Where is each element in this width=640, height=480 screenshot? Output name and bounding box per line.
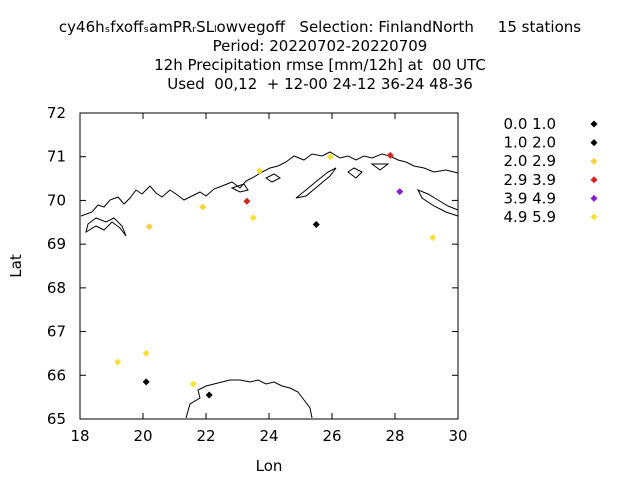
- legend-marker: [590, 213, 598, 221]
- legend-label: 2.0 2.9: [504, 152, 556, 170]
- y-axis-label: Lat: [7, 254, 25, 278]
- station-point: [243, 197, 251, 205]
- station-point: [199, 203, 207, 211]
- legend-marker: [590, 176, 598, 184]
- station-point: [396, 188, 404, 196]
- station-point: [142, 378, 150, 386]
- coastline-islands: [230, 163, 390, 193]
- x-tick-label: 18: [70, 427, 89, 445]
- legend-marker: [590, 194, 598, 202]
- station-point: [312, 220, 320, 228]
- coastline-map: [80, 151, 459, 419]
- plot-axes: 18 20 22 24 26 28 30 65 66 67 68 69 70 71 72 Lon Lat: [7, 104, 468, 475]
- station-point: [114, 358, 122, 366]
- legend-label: 1.0 2.0: [504, 134, 556, 152]
- station-point: [326, 153, 334, 161]
- x-axis-label: Lon: [256, 457, 283, 475]
- y-tick-label: 70: [47, 191, 66, 209]
- legend-label: 3.9 4.9: [504, 189, 556, 207]
- station-points: [114, 151, 437, 399]
- chart-title-line-4: Used 00,12 + 12-00 24-12 36-24 48-36: [167, 75, 473, 93]
- x-tick-label: 28: [385, 427, 404, 445]
- y-tick-label: 67: [47, 323, 66, 341]
- x-tick-label: 24: [259, 427, 278, 445]
- y-tick-label: 66: [47, 366, 66, 384]
- chart-title-line-3: 12h Precipitation rmse [mm/12h] at 00 UT…: [154, 56, 486, 74]
- coastline-north: [80, 151, 459, 217]
- station-point: [142, 349, 150, 357]
- station-point: [256, 167, 264, 175]
- chart-title-line-1: cy46hₛfxoffₛamPRᵣSLₗowvegoff Selection: …: [58, 18, 582, 36]
- y-tick-label: 72: [47, 104, 66, 122]
- coastline-fjords: [85, 217, 127, 237]
- x-tick-label: 26: [322, 427, 341, 445]
- coastline-varanger: [416, 189, 459, 217]
- y-tick-label: 68: [47, 279, 66, 297]
- legend-label: 2.9 3.9: [504, 171, 556, 189]
- x-tick-label: 20: [133, 427, 152, 445]
- station-point: [386, 151, 394, 159]
- station-point: [429, 234, 437, 242]
- y-tick-label: 71: [47, 148, 66, 166]
- chart-title-line-2: Period: 20220702-20220709: [212, 37, 428, 55]
- plot-frame: [79, 112, 459, 420]
- x-tick-label: 22: [196, 427, 215, 445]
- legend-marker: [590, 157, 598, 165]
- station-point: [205, 391, 213, 399]
- station-point: [249, 214, 257, 222]
- station-point: [189, 380, 197, 388]
- coastline-bay: [295, 167, 337, 199]
- legend: 0.0 1.01.0 2.02.0 2.92.9 3.93.9 4.94.9 5…: [504, 115, 598, 226]
- legend-marker: [590, 139, 598, 147]
- legend-label: 0.0 1.0: [504, 115, 556, 133]
- legend-marker: [590, 120, 598, 128]
- y-tick-label: 69: [47, 235, 66, 253]
- y-tick-label: 65: [47, 410, 66, 428]
- coastline-bothnia: [185, 379, 313, 419]
- x-tick-label: 30: [448, 427, 467, 445]
- legend-label: 4.9 5.9: [504, 208, 556, 226]
- station-point: [145, 223, 153, 231]
